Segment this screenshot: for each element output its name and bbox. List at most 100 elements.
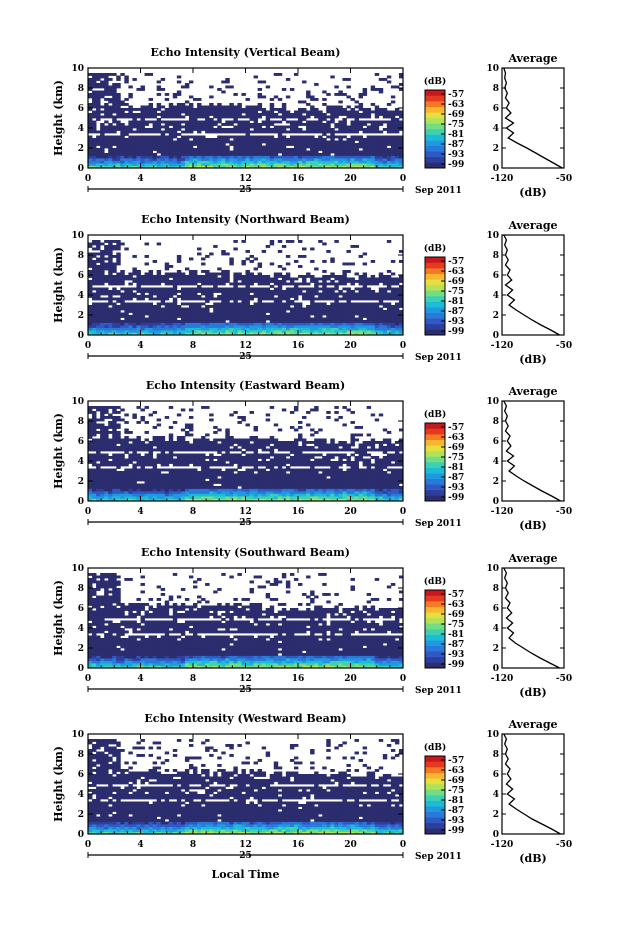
heatmap-cell [209,461,213,464]
heatmap-cell [326,278,330,281]
heatmap-cell [351,313,355,316]
heatmap-cell [233,118,237,121]
heatmap-cell [355,313,359,316]
heatmap-cell [201,290,205,293]
heatmap-cell [282,330,286,333]
heatmap-cell [132,330,136,333]
heatmap-cell [237,295,241,298]
heatmap-cell [92,411,96,414]
heatmap-cell [173,496,177,499]
date-day-label: 25 [239,352,252,362]
heatmap-cell [96,83,100,86]
x-tick-label: 16 [292,174,305,184]
heatmap-cell [359,103,363,106]
heatmap-cell [116,101,120,104]
heatmap-cell [221,449,225,452]
heatmap-cell [209,121,213,124]
heatmap-cell [213,113,217,116]
heatmap-cell [185,146,189,149]
heatmap-cell [189,449,193,452]
heatmap-cell [342,161,346,164]
heatmap-cell [181,429,185,432]
heatmap-cell [161,446,165,449]
heatmap-cell [173,305,177,308]
y-tick-label: 2 [78,311,84,321]
heatmap-cell [112,280,116,283]
heatmap-cell [342,123,346,126]
heatmap-cell [124,414,128,417]
heatmap-cell [197,484,201,487]
heatmap-cell [367,146,371,149]
heatmap-cell [141,118,145,121]
heatmap-cell [278,308,282,311]
heatmap-cell [92,131,96,134]
heatmap-cell [177,121,181,124]
heatmap-cell [326,283,330,286]
heatmap-cell [201,308,205,311]
heatmap-cell [193,273,197,276]
heatmap-cell [266,116,270,119]
heatmap-cell [92,486,96,489]
heatmap-cell [169,305,173,308]
heatmap-cell [193,446,197,449]
heatmap-cell [108,88,112,91]
heatmap-cell [141,330,145,333]
heatmap-cell [359,93,363,96]
heatmap-cell [189,305,193,308]
heatmap-cell [197,290,201,293]
heatmap-cell [92,414,96,417]
heatmap-cell [169,288,173,291]
heatmap-cell [310,313,314,316]
heatmap-cell [258,126,262,129]
heatmap-cell [124,288,128,291]
heatmap-cell [229,486,233,489]
heatmap-cell [116,320,120,323]
heatmap-cell [108,426,112,429]
heatmap-cell [355,136,359,139]
heatmap-cell [391,116,395,119]
heatmap-cell [322,275,326,278]
heatmap-cell [233,308,237,311]
heatmap-cell [92,323,96,326]
heatmap-cell [209,278,213,281]
heatmap-cell [258,280,262,283]
heatmap-cell [391,161,395,164]
colorbar-label: (dB) [424,76,446,87]
heatmap-cell [153,136,157,139]
heatmap-cell [112,263,116,266]
heatmap-cell [221,323,225,326]
heatmap-cell [322,288,326,291]
heatmap-cell [185,280,189,283]
heatmap-cell [132,494,136,497]
heatmap-cell [177,161,181,164]
heatmap-cell [375,310,379,313]
heatmap-cell [193,308,197,311]
heatmap-cell [379,88,383,91]
heatmap-cell [225,436,229,439]
heatmap-cell [96,243,100,246]
heatmap-cell [213,323,217,326]
heatmap-cell [108,255,112,258]
heatmap-cell [132,451,136,454]
heatmap-cell [282,280,286,283]
heatmap-cell [318,325,322,328]
heatmap-cell [120,459,124,462]
heatmap-cell [241,305,245,308]
colorbar-tick-label: -69 [448,110,464,120]
heatmap-cell [221,474,225,477]
heatmap-cell [165,108,169,111]
heatmap-cell [258,320,262,323]
heatmap-cell [213,290,217,293]
heatmap-cell [334,123,338,126]
heatmap-cell [213,446,217,449]
heatmap-cell [96,163,100,166]
heatmap-cell [132,305,136,308]
average-y-tick-label: 10 [486,231,499,241]
heatmap-cell [262,288,266,291]
heatmap-cell [213,163,217,166]
heatmap-cell [326,328,330,331]
heatmap-cell [177,275,181,278]
heatmap-cell [225,315,229,318]
heatmap-cell [322,126,326,129]
heatmap-cell [197,491,201,494]
